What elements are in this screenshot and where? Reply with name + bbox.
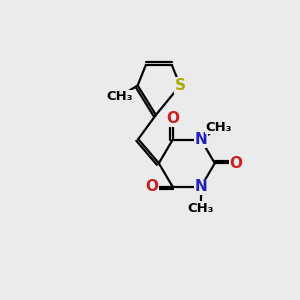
Text: N: N: [195, 132, 207, 147]
Text: N: N: [195, 179, 207, 194]
Text: O: O: [230, 156, 242, 171]
Text: CH₃: CH₃: [106, 90, 133, 103]
Text: O: O: [145, 179, 158, 194]
Text: S: S: [175, 78, 185, 93]
Text: O: O: [166, 111, 179, 126]
Text: CH₃: CH₃: [188, 202, 214, 214]
Text: CH₃: CH₃: [206, 121, 232, 134]
